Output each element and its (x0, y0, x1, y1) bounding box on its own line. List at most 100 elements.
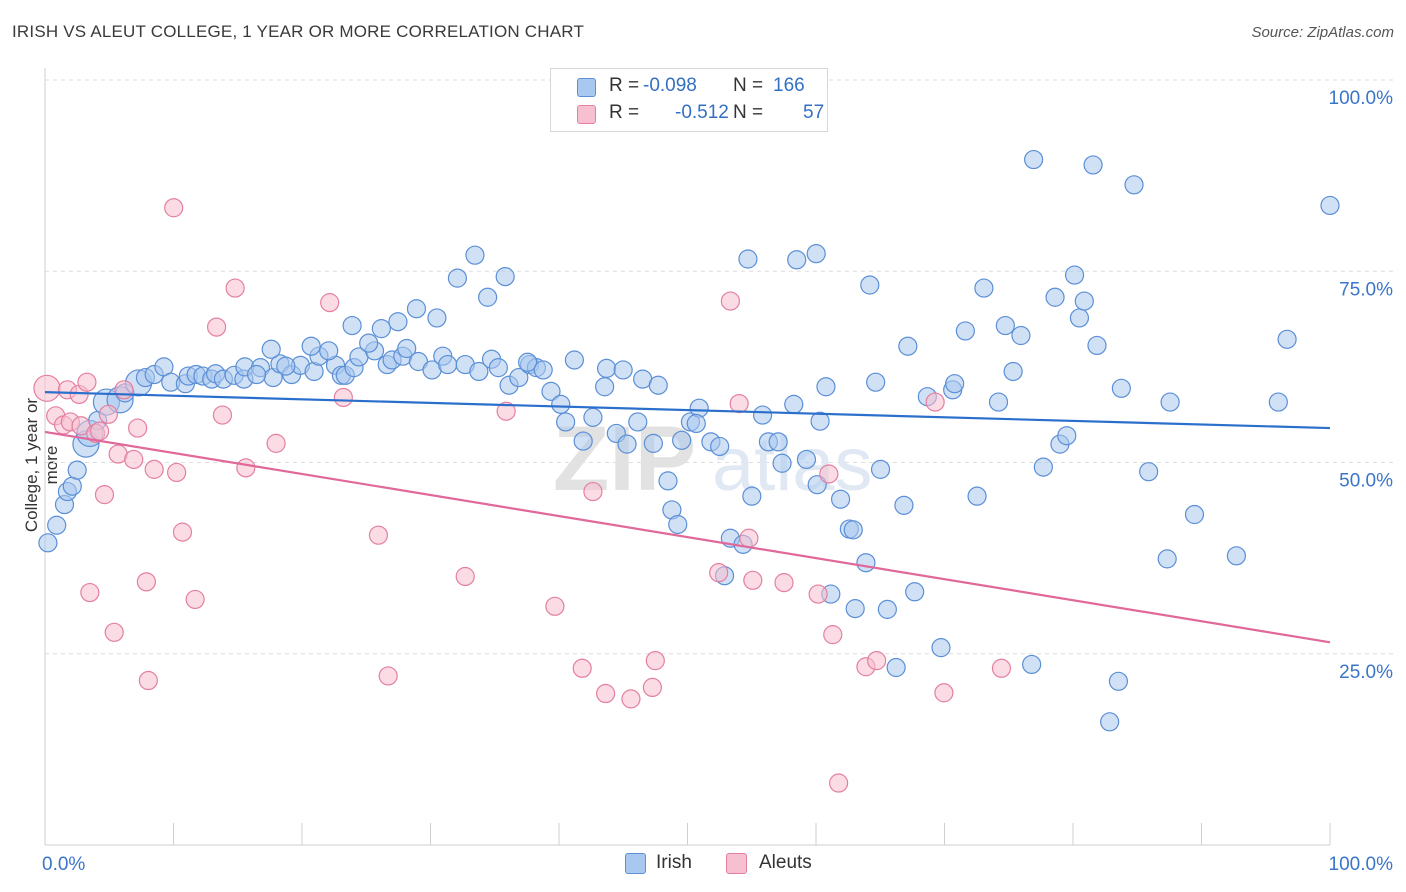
irish-point (898, 336, 918, 356)
irish-trend-line (44, 391, 1331, 430)
irish-point (509, 367, 529, 388)
irish-point (995, 315, 1015, 336)
irish-point (371, 319, 391, 339)
irish-point (1057, 426, 1077, 446)
aleut-point (98, 404, 118, 424)
irish-point (672, 430, 692, 450)
aleut-point (823, 625, 843, 645)
irish-point (668, 514, 688, 535)
irish-point (359, 333, 379, 353)
irish-point (988, 392, 1009, 412)
legend-r-label: R = (609, 102, 640, 123)
aleut-point (138, 670, 158, 691)
aleut-point (333, 387, 353, 408)
aleuts-legend-label: Aleuts (759, 852, 812, 873)
aleut-point (128, 418, 148, 438)
irish-point (613, 360, 633, 380)
irish-point (1045, 287, 1065, 307)
y-tick-label: 100.0% (1329, 88, 1394, 109)
aleut-trend-line (44, 430, 1331, 644)
irish-point (710, 436, 730, 457)
aleut-point (144, 459, 164, 479)
irish-point (583, 407, 603, 427)
irish-point (495, 267, 515, 287)
irish-point (787, 250, 807, 270)
aleut-point (642, 677, 663, 698)
irish-point (877, 599, 897, 619)
irish-point (643, 433, 663, 453)
aleut-point (991, 658, 1012, 678)
irish-point (1069, 308, 1090, 328)
irish-point (955, 321, 975, 341)
irish-point (1157, 549, 1177, 569)
irish-point (556, 412, 576, 432)
aleut-point (808, 584, 828, 604)
irish-point (860, 275, 880, 295)
irish-point (886, 657, 906, 678)
irish-point (518, 352, 538, 372)
irish-point (796, 449, 817, 470)
irish-point (1139, 462, 1159, 482)
aleut-points (33, 198, 1012, 793)
aleut-point (720, 291, 740, 311)
irish-point (427, 308, 447, 328)
watermark-zip: ZIP (553, 408, 696, 510)
aleut-point (621, 689, 641, 709)
aleut-point (212, 405, 233, 425)
aleuts-swatch (577, 105, 596, 124)
aleut-point (455, 566, 475, 587)
aleut-point (743, 570, 763, 590)
irish-point (772, 453, 792, 473)
legend-n-value: 166 (773, 75, 805, 96)
irish-point (617, 434, 637, 454)
irish-point (974, 278, 994, 298)
y-tick-label: 50.0% (1339, 471, 1393, 492)
aleut-point (709, 563, 729, 583)
aleuts-swatch (726, 853, 747, 874)
irish-point (1277, 329, 1297, 349)
irish-point (447, 268, 468, 288)
x-tick-label: 100.0% (1329, 854, 1394, 875)
aleut-point (645, 651, 665, 671)
aleut-point (729, 393, 749, 414)
irish-point (806, 244, 826, 264)
irish-point (1100, 712, 1120, 732)
x-tick-label: 0.0% (42, 854, 85, 875)
irish-point (1087, 335, 1107, 356)
irish-point (276, 356, 296, 376)
aleut-point (124, 449, 144, 470)
aleut-point (368, 525, 389, 545)
irish-point (658, 471, 678, 491)
irish-point (1083, 155, 1103, 175)
aleut-point (94, 485, 115, 505)
aleut-point (925, 392, 945, 412)
aleut-point (320, 293, 340, 313)
irish-point (738, 249, 758, 269)
aleut-point (80, 582, 100, 603)
y-tick-label: 75.0% (1339, 279, 1393, 300)
source-label: Source: ZipAtlas.com (1251, 24, 1394, 41)
irish-point (1320, 195, 1340, 216)
irish-point (62, 476, 82, 496)
irish-point (830, 489, 851, 509)
aleut-point (596, 683, 616, 704)
aleut-point (774, 573, 794, 593)
irish-point (870, 459, 891, 479)
irish-legend-label: Irish (656, 852, 692, 873)
irish-point (784, 394, 804, 414)
aleut-point (185, 589, 205, 610)
irish-point (648, 375, 668, 395)
irish-point (1184, 504, 1205, 525)
aleut-point (206, 317, 227, 337)
aleut-point (739, 528, 759, 548)
legend-n-label: N = (733, 75, 764, 96)
irish-point (845, 599, 865, 619)
irish-point (573, 431, 593, 451)
irish-point (397, 338, 417, 359)
aleut-point (236, 458, 256, 478)
irish-points (38, 149, 1340, 732)
aleut-point (104, 622, 124, 642)
irish-point (406, 299, 427, 319)
aleut-point (172, 522, 193, 542)
irish-point (1022, 654, 1042, 675)
